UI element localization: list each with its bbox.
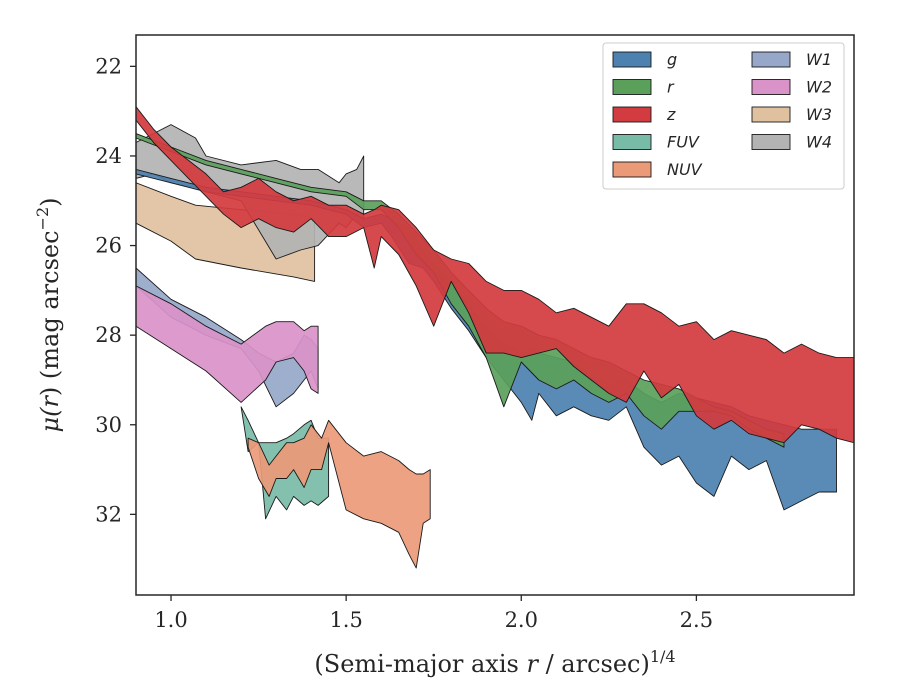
legend-label: W4 <box>806 133 832 152</box>
legend-label: W3 <box>806 105 832 124</box>
legend-item-r: r <box>612 78 675 97</box>
y-tick-label: 32 <box>95 502 122 526</box>
legend-swatch <box>751 134 791 150</box>
legend-label: W1 <box>806 50 832 69</box>
legend-swatch <box>612 161 652 178</box>
legend-label: NUV <box>667 160 703 179</box>
legend-item-w3: W3 <box>751 105 832 124</box>
band-w2 <box>136 285 319 403</box>
y-tick-label: 22 <box>95 54 122 78</box>
x-axis: 1.0 1.5 2.0 2.5 <box>154 595 713 632</box>
x-tick-label: 1.5 <box>329 608 362 632</box>
y-tick-label: 24 <box>95 144 122 168</box>
band-z <box>136 106 854 444</box>
legend-item-fuv: FUV <box>612 133 700 152</box>
legend-swatch <box>612 79 652 95</box>
legend-label: g <box>667 50 677 69</box>
legend-swatch <box>751 51 791 68</box>
legend: grz FUV NUV W1 W2 W3 W4 <box>602 42 845 190</box>
legend-item-w4: W4 <box>751 133 832 152</box>
y-tick-label: 30 <box>95 413 122 437</box>
legend-swatch <box>751 79 791 95</box>
legend-label: FUV <box>667 133 700 152</box>
x-axis-label: (Semi-major axis r / arcsec)1/4 <box>314 647 675 678</box>
x-tick-label: 2.0 <box>505 608 538 632</box>
y-axis-label: μ(r) (mag arcsec−2) <box>33 197 64 432</box>
legend-item-w2: W2 <box>751 78 832 97</box>
legend-swatch <box>751 106 791 123</box>
legend-label: W2 <box>806 78 832 97</box>
legend-item-z: z <box>612 105 676 124</box>
y-tick-label: 26 <box>95 234 122 258</box>
legend-label: r <box>667 78 675 97</box>
band-w3 <box>136 182 316 282</box>
legend-item-nuv: NUV <box>612 160 703 179</box>
legend-swatch <box>612 51 652 68</box>
legend-swatch <box>612 134 652 150</box>
legend-item-g: g <box>612 50 677 69</box>
legend-label: z <box>666 105 676 124</box>
y-axis: 22 24 26 28 30 32 <box>95 54 136 526</box>
plot-area <box>136 106 854 569</box>
legend-swatch <box>612 106 652 123</box>
legend-item-w1: W1 <box>751 50 832 69</box>
band-nuv <box>247 419 431 569</box>
plot-frame <box>135 34 855 596</box>
y-tick-label: 28 <box>95 323 122 347</box>
x-tick-label: 2.5 <box>680 608 713 632</box>
x-tick-label: 1.0 <box>154 608 187 632</box>
